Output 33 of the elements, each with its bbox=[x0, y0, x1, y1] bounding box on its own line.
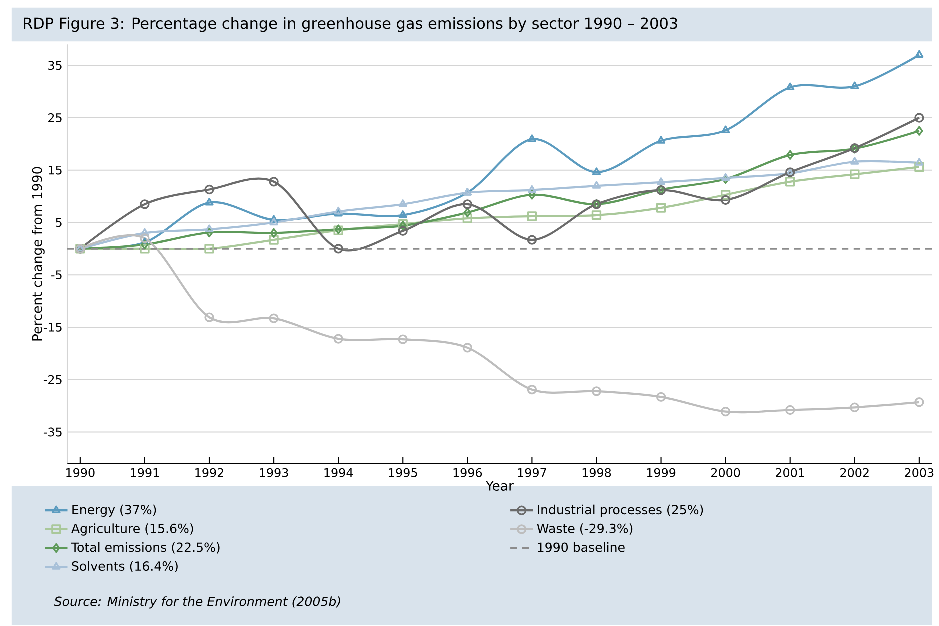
x-tick-label: 1990 bbox=[66, 468, 95, 478]
legend-label: Solvents (16.4%) bbox=[72, 562, 178, 573]
legend-label: 1990 baseline bbox=[538, 542, 625, 552]
x-tick-label: 2001 bbox=[776, 468, 804, 478]
legend-label: Agriculture (15.6%) bbox=[72, 524, 194, 536]
x-tick-label: 1999 bbox=[647, 468, 676, 478]
x-tick-label: 1991 bbox=[131, 468, 160, 478]
x-tick-label: 2002 bbox=[840, 468, 869, 478]
y-tick-label: -25 bbox=[44, 376, 62, 385]
source-note: Source: Ministry for the Environment (2005b) bbox=[54, 596, 340, 609]
y-tick-label: -5 bbox=[52, 270, 62, 280]
y-tick-label: 25 bbox=[48, 114, 62, 123]
legend-label: Energy (37%) bbox=[72, 505, 156, 518]
x-axis-title: Year bbox=[486, 481, 514, 492]
y-tick-label: -35 bbox=[44, 428, 62, 437]
legend-label: Industrial processes (25%) bbox=[538, 505, 704, 518]
y-tick-label: -15 bbox=[44, 323, 62, 332]
x-tick-label: 2003 bbox=[905, 468, 934, 478]
x-tick-label: 1992 bbox=[196, 468, 224, 478]
x-tick-label: 1996 bbox=[454, 468, 482, 478]
y-tick-label: 35 bbox=[48, 61, 62, 70]
legend-label: Waste (-29.3%) bbox=[537, 524, 633, 536]
x-tick-label: 1997 bbox=[518, 468, 546, 478]
x-tick-label: 2000 bbox=[712, 468, 740, 478]
y-tick-label: 15 bbox=[48, 166, 62, 176]
x-tick-label: 1993 bbox=[260, 468, 288, 478]
chart-title: RDP Figure 3: Percentage change in greenhouse gas emissions by sector 1990 – 2003 bbox=[24, 18, 678, 32]
y-axis-title: Percent change from 1990 bbox=[32, 167, 45, 341]
x-tick-label: 1994 bbox=[324, 468, 354, 478]
y-tick-label: 5 bbox=[56, 218, 62, 228]
x-tick-label: 1998 bbox=[582, 468, 612, 478]
x-tick-label: 1995 bbox=[389, 468, 418, 478]
legend-label: Total emissions (22.5%) bbox=[71, 542, 220, 554]
